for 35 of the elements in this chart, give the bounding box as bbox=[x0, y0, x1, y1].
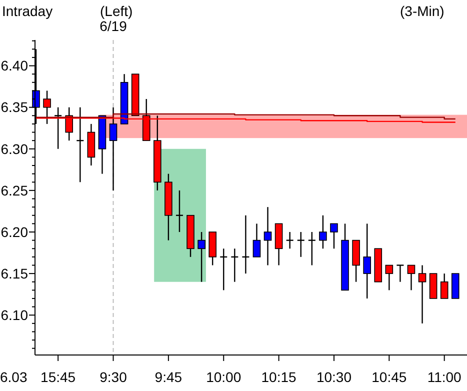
candlestick bbox=[407, 264, 416, 291]
candlestick bbox=[109, 106, 118, 192]
chart-title: Intraday bbox=[2, 3, 53, 19]
y-tick-label: 6.20 bbox=[0, 224, 28, 240]
x-tick-label: 10:30 bbox=[316, 369, 352, 385]
y-tick-label: 6.25 bbox=[0, 182, 28, 198]
x-tick-label: 11:00 bbox=[427, 369, 462, 385]
candlestick bbox=[198, 231, 206, 282]
candlestick bbox=[319, 214, 327, 250]
text: 6.03 bbox=[0, 369, 28, 385]
chart-subtitle: (3-Min) bbox=[400, 3, 444, 19]
y-tick-label: 6.30 bbox=[0, 140, 28, 157]
candlestick bbox=[252, 223, 261, 258]
x-tick-label: 10:00 bbox=[206, 369, 242, 385]
candlestick bbox=[264, 206, 272, 266]
ref-line-label: 6/19 bbox=[100, 18, 128, 34]
x-tick-label: 15:45 bbox=[40, 369, 76, 385]
candlestick bbox=[286, 231, 294, 250]
y-tick-label: 6.15 bbox=[0, 265, 28, 282]
x-tick-label: 9:45 bbox=[154, 369, 182, 385]
x-tick-label: 10:15 bbox=[261, 369, 297, 385]
candlestick bbox=[363, 223, 371, 300]
y-tick-label: 6.40 bbox=[0, 58, 28, 74]
y-tick-label: 6.10 bbox=[0, 307, 28, 324]
candlestick bbox=[308, 231, 316, 266]
candlestick bbox=[296, 231, 305, 258]
candlestick bbox=[330, 223, 338, 250]
x-tick-label: 10:45 bbox=[372, 369, 407, 385]
candlestick bbox=[418, 264, 426, 324]
candlestick bbox=[385, 264, 394, 291]
x-tick-label: 9:30 bbox=[100, 369, 128, 385]
y-tick-label: 6.35 bbox=[0, 99, 28, 116]
candlestick bbox=[396, 264, 404, 282]
candlestick bbox=[440, 272, 448, 300]
text: (Left) bbox=[100, 3, 133, 19]
